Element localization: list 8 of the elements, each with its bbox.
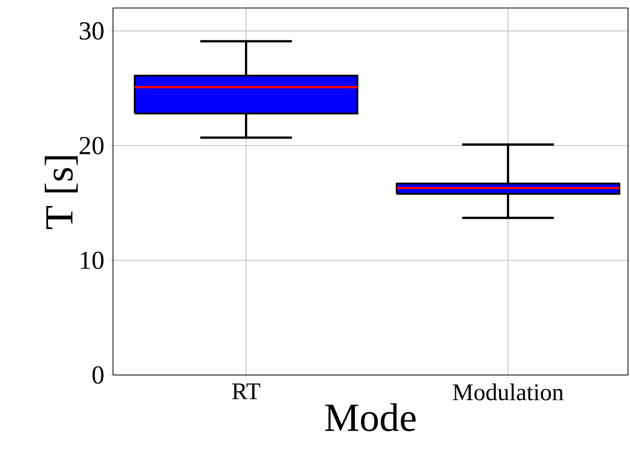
x-tick-label: Modulation (452, 384, 564, 400)
y-tick-label: 20 (80, 136, 104, 154)
x-tick-label: RT (232, 384, 260, 400)
y-tick-label: 10 (80, 252, 104, 270)
y-axis-title: T [s] (44, 156, 78, 229)
x-axis-title: Mode (325, 403, 416, 432)
y-tick-label: 30 (80, 22, 104, 40)
y-tick-label: 0 (92, 366, 104, 384)
